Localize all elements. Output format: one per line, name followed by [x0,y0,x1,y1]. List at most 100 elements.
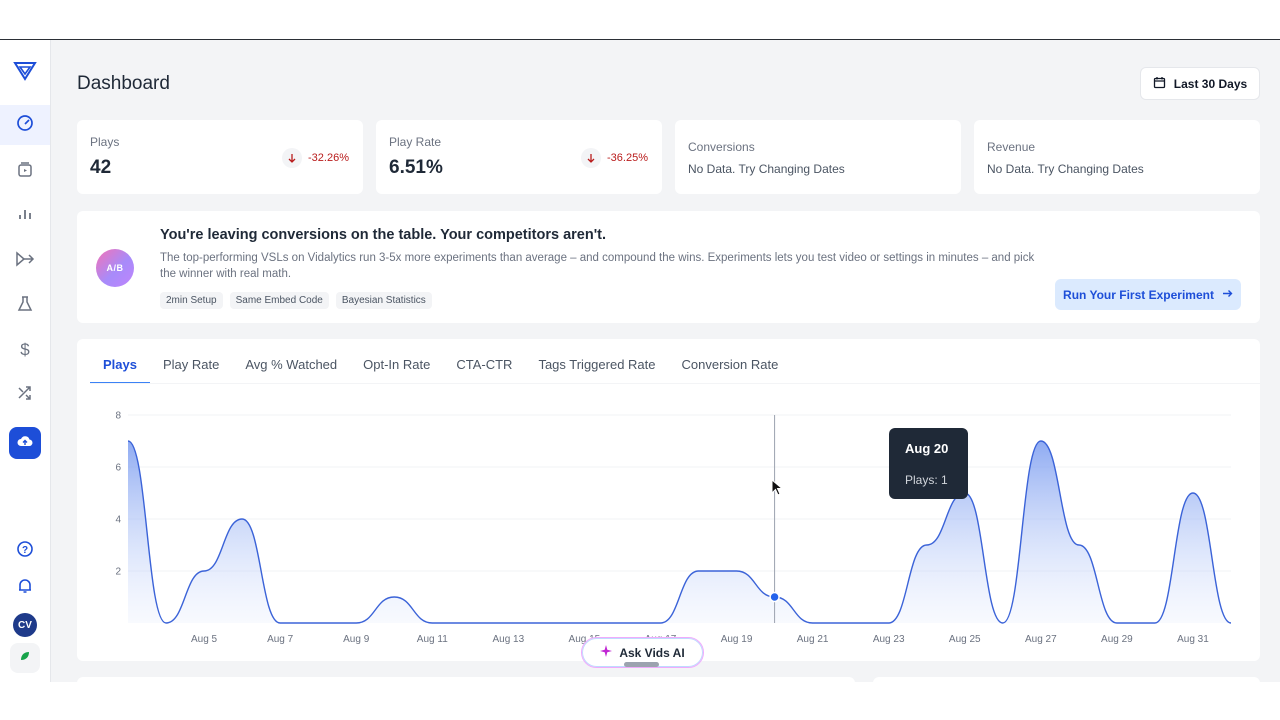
sidebar-item-help[interactable]: ? [9,535,41,567]
series-line [127,440,1232,624]
calendar-icon [1153,76,1166,92]
arrow-down-icon [581,148,601,168]
sparkle-icon [600,645,613,660]
app-window: $ ? CV Dashboard Last 30 Days Plays 42 [0,39,1280,682]
sidebar-item-experiments[interactable] [9,290,41,322]
x-tick-label: Aug 31 [1177,634,1209,645]
x-tick-label: Aug 13 [492,634,524,645]
metric-delta-value: -36.25% [607,152,648,164]
metric-card-revenue: Revenue No Data. Try Changing Dates [974,120,1260,194]
metric-delta: -36.25% [581,148,648,168]
y-tick-label: 4 [115,515,121,526]
metric-label: Revenue [987,140,1036,154]
upload-button[interactable] [9,427,41,459]
dollar-icon: $ [20,340,30,359]
mouse-cursor [771,479,784,496]
bar-chart-icon [16,205,34,228]
cloud-upload-icon [17,434,33,453]
experiments-promo: A/B You're leaving conversions on the ta… [77,211,1260,323]
shuffle-icon [16,384,34,407]
metric-nodata: No Data. Try Changing Dates [987,162,1144,176]
chart-tooltip: Aug 20 Plays: 1 [889,428,968,499]
date-range-button[interactable]: Last 30 Days [1140,67,1260,100]
x-tick-label: Aug 23 [873,634,905,645]
tooltip-value: Plays: 1 [905,473,948,487]
chart-card: Plays Play Rate Avg % Watched Opt-In Rat… [77,339,1260,661]
y-tick-label: 8 [115,411,121,422]
y-tick-label: 6 [115,463,121,474]
metric-card-play-rate: Play Rate 6.51% -36.25% [376,120,662,194]
metric-card-plays: Plays 42 -32.26% [77,120,363,194]
split-test-icon [15,250,35,273]
x-tick-label: Aug 7 [267,634,294,645]
help-icon: ? [16,540,34,563]
tab-cta-ctr[interactable]: CTA-CTR [456,357,513,372]
ab-test-badge: A/B [96,249,134,287]
tab-conversion-rate[interactable]: Conversion Rate [681,357,779,372]
promo-tag: 2min Setup [160,292,223,309]
arrow-right-icon [1222,288,1233,302]
metric-delta: -32.26% [282,148,349,168]
promo-tag: Bayesian Statistics [335,292,432,309]
sidebar-item-analytics[interactable] [9,200,41,232]
metric-value: 6.51% [389,157,443,178]
drag-handle[interactable] [624,662,659,667]
tabs-divider [90,383,1260,384]
x-tick-label: Aug 11 [417,634,448,645]
sidebar-item-videos[interactable] [9,156,41,188]
bell-icon [16,577,34,600]
x-tick-label: Aug 25 [949,634,981,645]
sidebar-item-revenue[interactable]: $ [9,334,41,366]
leaf-icon [19,649,31,667]
metric-value: 42 [90,157,112,178]
x-tick-label: Aug 21 [797,634,829,645]
gauge-icon [16,114,34,137]
x-tick-label: Aug 15 [569,634,601,645]
ask-vids-ai-label: Ask Vids AI [619,645,685,660]
bottom-card-left [77,677,855,682]
metric-delta-value: -32.26% [308,152,349,164]
y-tick-label: 2 [115,567,121,578]
metric-card-conversions: Conversions No Data. Try Changing Dates [675,120,961,194]
x-tick-label: Aug 19 [721,634,753,645]
run-first-experiment-button[interactable]: Run Your First Experiment [1055,279,1241,310]
sidebar-item-split-tests[interactable] [9,245,41,277]
series-area [128,441,1231,623]
page-title: Dashboard [77,73,170,94]
run-experiment-label: Run Your First Experiment [1063,287,1214,302]
metric-nodata: No Data. Try Changing Dates [688,162,845,176]
bottom-card-right [873,677,1260,682]
sidebar: $ ? CV [0,40,51,682]
sidebar-item-integrations[interactable] [9,379,41,411]
plays-chart[interactable]: 2 4 6 8 Aug 5 Aug 7 Aug 9 Aug 11 Aug 13 Aug 15 Aug… [77,339,1260,661]
promo-tags: 2min Setup Same Embed Code Bayesian Stat… [160,292,432,309]
sidebar-item-notifications[interactable] [9,572,41,604]
arrow-down-icon [282,148,302,168]
video-library-icon [16,161,34,184]
tab-opt-in-rate[interactable]: Opt-In Rate [363,357,431,372]
metric-label: Plays [90,135,120,149]
date-range-label: Last 30 Days [1173,76,1248,91]
sidebar-item-dashboard[interactable] [0,105,50,145]
tab-play-rate[interactable]: Play Rate [162,357,220,372]
tab-tags-triggered-rate[interactable]: Tags Triggered Rate [538,357,656,372]
x-tick-label: Aug 29 [1101,634,1133,645]
tab-avg-watched[interactable]: Avg % Watched [245,357,338,372]
svg-text:?: ? [22,545,28,556]
main-content: Dashboard Last 30 Days Plays 42 -32.26% … [51,40,1280,682]
workspace-switcher[interactable] [10,643,40,673]
promo-title: You're leaving conversions on the table.… [160,227,607,243]
flask-icon [16,295,34,318]
x-tick-label: Aug 9 [343,634,370,645]
metric-label: Play Rate [389,135,442,149]
promo-description: The top-performing VSLs on Vidalytics ru… [160,252,1035,280]
x-tick-label: Aug 5 [191,634,218,645]
hover-point [769,591,780,603]
tooltip-date: Aug 20 [905,441,949,456]
x-tick-label: Aug 27 [1025,634,1057,645]
promo-tag: Same Embed Code [229,292,329,309]
avatar[interactable]: CV [13,613,37,637]
vidalytics-logo[interactable] [9,55,41,87]
metric-label: Conversions [688,140,755,154]
metric-tabs: Plays Play Rate Avg % Watched Opt-In Rat… [90,339,791,384]
